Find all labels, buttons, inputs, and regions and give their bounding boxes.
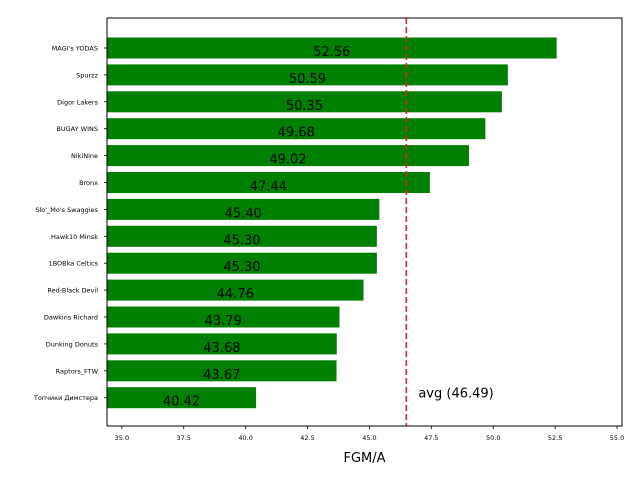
plot-frame: [106, 17, 623, 427]
x-tick-label: 52.5: [548, 434, 562, 442]
bar-value-label: 49.02: [269, 153, 306, 168]
bar-value-label: 49.68: [278, 126, 315, 141]
x-tick-label: 50.0: [486, 434, 500, 442]
average-line-label: avg (46.49): [418, 387, 493, 402]
y-tick-label: Slo'_Mo's Swaggies: [35, 206, 98, 214]
bar-value-label: 40.42: [163, 395, 200, 410]
bar-value-label: 50.35: [286, 99, 323, 114]
bar-value-label: 45.30: [223, 233, 260, 248]
bar: [107, 172, 430, 193]
bar-value-label: 50.59: [289, 72, 326, 87]
x-tick-label: 40.0: [238, 434, 252, 442]
bar: [107, 64, 508, 86]
x-tick-label: 55.0: [610, 434, 624, 442]
y-tick-label: Топчики Димстера: [33, 394, 98, 402]
value-labels-group: 52.56 50.59 50.35 49.68 49.02 47.44 45.40 45.30…: [163, 45, 351, 410]
y-tick-label: Red-Black Devil: [47, 287, 98, 295]
bar: [107, 118, 486, 140]
bar-value-label: 43.68: [203, 341, 240, 356]
bar-value-label: 45.30: [223, 260, 260, 275]
x-tick-label: 42.5: [300, 434, 314, 442]
bar-value-label: 47.44: [250, 180, 287, 195]
bar: [107, 225, 377, 247]
bar: [107, 306, 340, 328]
y-tick-label: Dawkins Richard: [44, 314, 98, 322]
bar: [107, 91, 502, 113]
x-tick-label: 37.5: [177, 434, 191, 442]
bar: [107, 198, 380, 220]
y-axis-ticks: MAGI's YODAS Spurzz Digor Lakers BUGAY WINS…: [33, 45, 107, 402]
bar: [107, 360, 337, 382]
y-tick-label: Dunking Donuts: [46, 340, 99, 348]
bar: [107, 279, 364, 301]
y-tick-label: Digor Lakers: [57, 98, 98, 106]
bar-value-label: 43.79: [205, 314, 242, 329]
y-tick-label: Bronx: [79, 179, 98, 187]
x-tick-label: 35.0: [115, 434, 129, 442]
bar-value-label: 52.56: [313, 45, 350, 60]
bar: [107, 252, 377, 274]
bar-value-label: 43.67: [203, 368, 240, 383]
y-tick-label: NikiNine: [71, 152, 98, 160]
bar-value-label: 45.40: [225, 206, 262, 221]
y-tick-label: BUGAY WINS: [56, 125, 98, 133]
bar-value-label: 44.76: [217, 287, 254, 302]
y-tick-label: Hawk10 Minsk: [51, 233, 98, 241]
x-tick-label: 45.0: [362, 434, 376, 442]
bars-group: [107, 37, 557, 409]
bar: [107, 37, 557, 59]
y-tick-label: 1BOBka Celtics: [49, 260, 99, 268]
y-tick-label: Spurzz: [76, 71, 98, 79]
bar: [107, 387, 257, 409]
y-tick-label: MAGI's YODAS: [52, 45, 98, 53]
x-tick-label: 47.5: [424, 434, 438, 442]
y-tick-label: Raptors_FTW: [56, 367, 99, 375]
x-axis-ticks: 35.0 37.5 40.0 42.5 45.0 47.5 50.0 52.5 55.0: [115, 426, 624, 442]
bar: [107, 333, 337, 355]
bar: [107, 145, 469, 167]
x-axis-title: FGM/A: [343, 451, 385, 466]
